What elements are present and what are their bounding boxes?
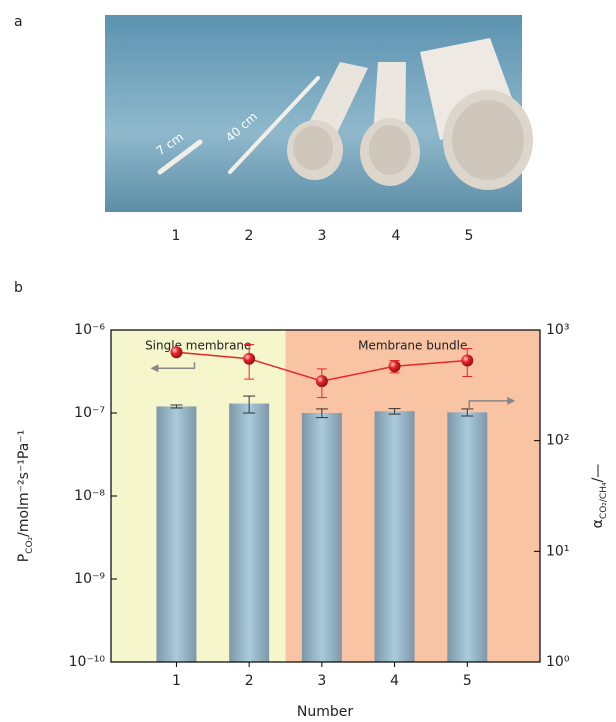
bar	[302, 413, 342, 662]
sample-number: 5	[465, 228, 474, 244]
y-label-subscript: CO₂	[25, 536, 35, 553]
y2-tick-label: 10⁰	[546, 654, 570, 670]
point	[170, 346, 182, 358]
y-tick-label: 10⁻⁷	[74, 405, 105, 421]
point	[389, 360, 401, 372]
x-tick-label: 1	[172, 673, 181, 689]
y2-tick-label: 10²	[546, 433, 569, 449]
y2-axis-label: αCO₂/CH₄/—	[590, 464, 609, 529]
bar	[156, 406, 196, 662]
sample-number: 2	[245, 228, 254, 244]
x-tick-label: 3	[317, 673, 326, 689]
y-tick-label: 10⁻¹⁰	[69, 654, 106, 670]
panel-label: b	[14, 280, 23, 296]
panel-label: a	[14, 14, 23, 30]
x-tick-label: 4	[390, 673, 399, 689]
bar	[447, 412, 487, 662]
region-label: Single membrane	[145, 339, 251, 353]
y2-tick-label: 10¹	[546, 543, 569, 559]
figure: a 7 cm 40 cm 1 2 3 4 5 b PCO₂/molm⁻²s⁻¹P…	[0, 0, 616, 722]
point	[316, 375, 328, 387]
y2-label-symbol: α	[590, 519, 606, 528]
x-tick-label: 5	[463, 673, 472, 689]
y-axis-label: PCO₂/molm⁻²s⁻¹Pa⁻¹	[16, 430, 35, 563]
sample-number: 1	[172, 228, 181, 244]
point	[461, 355, 473, 367]
y2-label-subscript: CO₂/CH₄	[599, 482, 609, 519]
point	[243, 353, 255, 365]
x-axis-label: Number	[297, 704, 353, 720]
sample-number: 4	[392, 228, 401, 244]
x-tick-label: 2	[245, 673, 254, 689]
sample-number: 3	[318, 228, 327, 244]
y-tick-label: 10⁻⁸	[74, 488, 105, 504]
y-tick-label: 10⁻⁶	[74, 322, 105, 338]
y-label-unit: /molm⁻²s⁻¹Pa⁻¹	[16, 430, 32, 537]
y2-tick-label: 10³	[546, 322, 569, 338]
photo	[105, 15, 533, 212]
y2-label-unit: /—	[590, 464, 606, 483]
y-label-symbol: P	[16, 554, 32, 562]
bar	[229, 404, 269, 662]
bar	[375, 411, 415, 662]
region-label: Membrane bundle	[358, 339, 467, 353]
y-tick-label: 10⁻⁹	[74, 571, 105, 587]
